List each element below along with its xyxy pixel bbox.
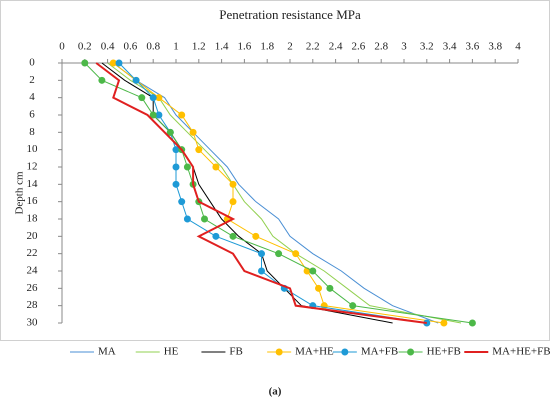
chart-title: Penetration resistance MPa xyxy=(219,7,361,22)
data-point xyxy=(109,59,117,67)
legend-label: MA+FB xyxy=(361,346,398,358)
x-tick-label: 3.6 xyxy=(466,41,480,53)
caption: (a) xyxy=(269,386,282,398)
data-point xyxy=(149,111,157,119)
x-tick-label: 3.4 xyxy=(443,41,457,53)
data-point xyxy=(172,163,180,171)
series-line xyxy=(112,62,444,324)
x-tick-label: 1.4 xyxy=(215,41,229,53)
y-tick-label: 28 xyxy=(27,299,39,311)
data-point xyxy=(229,232,237,240)
data-point xyxy=(132,76,140,84)
data-point xyxy=(138,94,146,102)
x-tick-label: 2.6 xyxy=(352,41,366,53)
y-tick-label: 26 xyxy=(27,282,39,294)
data-point xyxy=(252,232,260,240)
y-axis-label: Depth cm xyxy=(14,171,26,215)
y-tick-label: 2 xyxy=(29,74,35,86)
data-point xyxy=(98,76,106,84)
y-tick-label: 0 xyxy=(29,57,35,69)
legend-label: MA+HE+FB xyxy=(492,346,550,358)
data-point xyxy=(468,319,476,327)
y-tick-label: 16 xyxy=(27,195,39,207)
legend-label: MA+HE xyxy=(295,346,334,358)
series-line xyxy=(95,62,427,324)
data-point xyxy=(309,267,317,275)
y-tick-label: 14 xyxy=(27,178,39,190)
series-line xyxy=(101,62,393,324)
x-tick-label: 2.4 xyxy=(329,41,343,53)
data-point xyxy=(155,94,163,102)
x-tick-label: 0.8 xyxy=(146,41,160,53)
data-point xyxy=(275,250,283,258)
data-point xyxy=(155,111,163,119)
x-tick-label: 3.8 xyxy=(488,41,502,53)
x-tick-label: 1.8 xyxy=(260,41,274,53)
x-tick-label: 2 xyxy=(287,41,293,53)
legend-label: FB xyxy=(229,346,242,358)
y-tick-label: 20 xyxy=(27,230,39,242)
x-tick-label: 1 xyxy=(173,41,179,53)
data-point xyxy=(178,198,186,206)
x-tick-label: 3.2 xyxy=(420,41,434,53)
legend-marker xyxy=(341,348,349,356)
data-point xyxy=(81,59,89,67)
data-point xyxy=(183,215,191,223)
data-point xyxy=(178,111,186,119)
data-point xyxy=(258,267,265,275)
x-tick-label: 0.2 xyxy=(78,41,92,53)
data-point xyxy=(201,215,208,223)
data-point xyxy=(166,128,174,136)
legend-label: MA xyxy=(98,346,116,358)
data-point xyxy=(189,128,197,136)
data-point xyxy=(229,198,237,206)
data-point xyxy=(229,180,237,188)
x-tick-label: 4 xyxy=(515,41,521,53)
data-point xyxy=(292,250,300,258)
data-point xyxy=(440,319,448,327)
data-point xyxy=(326,284,334,292)
y-tick-label: 24 xyxy=(27,265,39,277)
data-point xyxy=(172,146,180,154)
x-tick-label: 1.6 xyxy=(238,41,252,53)
data-point xyxy=(172,180,180,188)
data-point xyxy=(212,163,220,171)
legend-label: HE+FB xyxy=(427,346,461,358)
y-tick-label: 6 xyxy=(29,109,35,121)
data-point xyxy=(212,232,220,240)
y-tick-label: 30 xyxy=(27,317,39,329)
data-point xyxy=(115,59,123,67)
x-tick-label: 2.8 xyxy=(374,41,388,53)
y-tick-label: 12 xyxy=(27,161,38,173)
x-tick-label: 0.4 xyxy=(101,41,115,53)
y-tick-label: 18 xyxy=(27,213,39,225)
series-line xyxy=(118,62,427,324)
data-point xyxy=(195,146,203,154)
legend-marker xyxy=(275,348,283,356)
data-point xyxy=(258,250,265,258)
data-point xyxy=(315,284,322,292)
data-point xyxy=(149,94,157,102)
y-tick-label: 22 xyxy=(27,247,38,259)
x-tick-label: 2.2 xyxy=(306,41,320,53)
x-tick-label: 3 xyxy=(401,41,407,53)
series-line xyxy=(107,62,462,324)
data-point xyxy=(183,163,191,171)
y-tick-label: 8 xyxy=(29,126,35,138)
x-tick-label: 1.2 xyxy=(192,41,206,53)
legend-marker xyxy=(407,348,415,356)
data-point xyxy=(349,302,357,310)
y-tick-label: 4 xyxy=(29,91,35,103)
x-tick-label: 0.6 xyxy=(124,41,138,53)
y-tick-label: 10 xyxy=(27,143,39,155)
legend-label: HE xyxy=(164,346,179,358)
x-tick-label: 0 xyxy=(59,41,65,53)
